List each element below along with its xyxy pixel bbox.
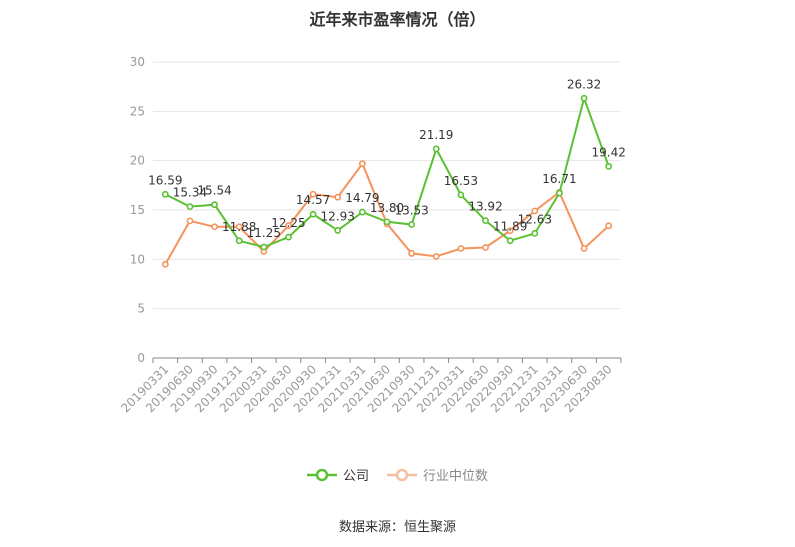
- data-label-company: 15.54: [197, 184, 231, 198]
- data-point-industry-median: [235, 223, 243, 231]
- data-point-company: [285, 233, 292, 241]
- data-point-company: [161, 190, 169, 198]
- data-label-company: 14.79: [345, 191, 379, 205]
- data-point-company: [260, 243, 268, 251]
- data-label-company: 11.25: [247, 226, 281, 240]
- legend: 公司 行业中位数: [0, 465, 795, 484]
- data-point-industry-median: [605, 222, 613, 230]
- legend-label-industry-median: 行业中位数: [423, 469, 489, 484]
- data-point-company: [211, 201, 218, 209]
- data-point-industry-median: [161, 260, 169, 268]
- data-label-company: 13.80: [370, 201, 404, 215]
- data-point-company: [531, 229, 539, 237]
- grid-lines: [153, 61, 621, 310]
- data-point-industry-median: [285, 222, 292, 230]
- y-tick-label: 5: [137, 302, 145, 316]
- legend-item-industry-median[interactable]: 行业中位数: [387, 465, 488, 484]
- data-point-company: [457, 191, 465, 199]
- data-point-company: [309, 210, 317, 218]
- legend-label-company: 公司: [342, 469, 369, 484]
- data-point-industry-median: [580, 245, 588, 252]
- data-point-industry-median: [358, 160, 366, 168]
- data-point-industry-median: [457, 245, 465, 252]
- data-label-company: 12.25: [271, 216, 305, 230]
- data-point-company: [580, 94, 588, 102]
- legend-marker-company: [306, 468, 337, 481]
- data-label-company: 16.59: [148, 173, 182, 187]
- data-point-company: [432, 145, 440, 153]
- chart-plot: 0510152025302019033120190630201909302019…: [118, 55, 626, 415]
- axes: 0510152025302019033120190630201909302019…: [118, 55, 622, 415]
- data-label-company: 12.93: [321, 209, 355, 223]
- data-point-company: [408, 221, 416, 228]
- data-point-company: [186, 203, 194, 211]
- data-label-company: 26.32: [567, 77, 601, 91]
- data-point-company: [605, 162, 613, 170]
- data-point-industry-median: [531, 207, 539, 215]
- data-point-industry-median: [408, 250, 416, 257]
- data-label-company: 16.53: [444, 174, 478, 188]
- data-point-industry-median: [432, 252, 440, 260]
- data-label-company: 12.63: [518, 212, 552, 226]
- data-point-company: [482, 217, 489, 225]
- data-point-industry-median: [309, 190, 317, 198]
- data-label-company: 11.88: [222, 220, 256, 234]
- data-label-company: 15.34: [173, 186, 207, 200]
- data-point-company: [358, 208, 366, 216]
- y-tick-label: 25: [130, 104, 145, 118]
- data-point-industry-median: [334, 193, 342, 201]
- data-point-company: [334, 227, 342, 234]
- data-point-industry-median: [482, 244, 489, 251]
- data-point-industry-median: [186, 217, 194, 225]
- y-tick-label: 15: [130, 203, 145, 217]
- data-label-company: 16.71: [542, 172, 576, 186]
- data-point-industry-median: [211, 223, 218, 231]
- y-tick-label: 0: [137, 351, 145, 365]
- data-label-company: 19.42: [592, 145, 626, 159]
- series-lines: [161, 94, 613, 268]
- data-point-company: [556, 189, 563, 197]
- data-label-company: 11.89: [493, 220, 527, 234]
- legend-item-company[interactable]: 公司: [306, 465, 369, 484]
- data-label-company: 21.19: [419, 128, 453, 142]
- data-point-company: [235, 237, 243, 245]
- y-tick-label: 20: [130, 154, 145, 168]
- chart-title: 近年来市盈率情况（倍）: [309, 10, 486, 29]
- data-label-company: 14.57: [296, 193, 330, 207]
- data-label-company: 13.92: [468, 200, 502, 214]
- legend-marker-industry-median: [387, 468, 417, 481]
- y-tick-label: 10: [130, 252, 145, 266]
- source-note: 数据来源：恒生聚源: [338, 520, 456, 535]
- data-label-company: 13.53: [394, 204, 428, 218]
- data-point-industry-median: [506, 227, 514, 235]
- data-point-company: [506, 237, 514, 245]
- data-point-company: [383, 218, 391, 226]
- y-tick-label: 30: [130, 55, 145, 69]
